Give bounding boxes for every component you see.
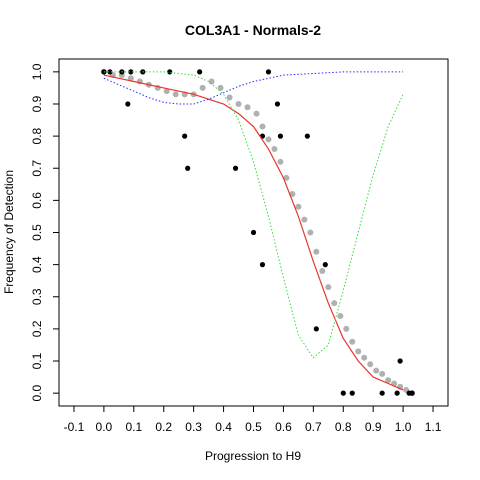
- smoothed-point: [163, 88, 170, 95]
- data-point: [274, 101, 281, 107]
- data-point: [101, 69, 107, 75]
- smoothed-point: [331, 300, 338, 307]
- x-tick-label: 0.2: [155, 420, 172, 434]
- y-axis-ticks: 0.0 0.1 0.2 0.3 0.4 0.5 0.6 0.7 0.8 0.9 1.0: [30, 63, 59, 401]
- x-tick-label: 0.9: [365, 420, 382, 434]
- smoothed-point: [325, 284, 332, 291]
- smoothed-point: [343, 325, 350, 332]
- y-tick-label: 0.7: [30, 160, 44, 177]
- x-tick-label: 0.3: [185, 420, 202, 434]
- data-point: [397, 358, 403, 364]
- y-tick-label: 0.8: [30, 127, 44, 144]
- smoothed-point: [319, 268, 326, 275]
- x-tick-label: 1.0: [395, 420, 412, 434]
- smoothed-point: [301, 216, 308, 223]
- y-tick-label: 0.9: [30, 95, 44, 112]
- series-line: [103, 74, 404, 391]
- smoothed-point: [259, 123, 266, 130]
- smoothed-point: [355, 348, 362, 355]
- series-line: [103, 71, 404, 105]
- y-tick-label: 0.3: [30, 288, 44, 305]
- data-point: [265, 69, 272, 75]
- data-point: [277, 133, 284, 139]
- smoothed-point: [367, 361, 374, 368]
- plot-area: [100, 68, 416, 397]
- data-point: [340, 390, 346, 396]
- chart-title: COL3A1 - Normals-2: [185, 22, 321, 38]
- x-tick-label: 0.8: [335, 420, 352, 434]
- x-tick-label: 0.1: [125, 420, 142, 434]
- smoothed-point: [295, 203, 302, 210]
- x-axis-ticks: -0.1 0.0 0.1 0.2 0.3 0.4 0.5 0.6 0.7 0.8 0.9 1.0 1.1: [64, 406, 442, 434]
- y-tick-label: 1.0: [30, 63, 44, 80]
- smoothed-point: [217, 84, 224, 91]
- smoothed-point: [199, 84, 206, 91]
- data-point: [379, 390, 385, 396]
- smoothed-point: [253, 110, 260, 117]
- y-tick-label: 0.5: [30, 224, 44, 241]
- data-point: [313, 326, 319, 332]
- x-tick-label: 0.4: [215, 420, 232, 434]
- y-axis-label: Frequency of Detection: [2, 170, 16, 294]
- x-tick-label: 0.6: [275, 420, 292, 434]
- smoothed-point: [226, 94, 233, 101]
- smoothed-point: [379, 370, 386, 377]
- smoothed-point: [244, 104, 251, 111]
- data-point: [349, 390, 355, 396]
- x-tick-label: 0.7: [305, 420, 322, 434]
- x-tick-label: 1.1: [425, 420, 442, 434]
- data-point: [185, 165, 191, 171]
- y-tick-label: 0.4: [30, 256, 44, 273]
- data-point: [125, 101, 131, 107]
- data-point: [107, 69, 113, 75]
- smoothed-point: [361, 354, 368, 361]
- smoothed-point: [208, 78, 215, 85]
- data-point: [250, 229, 257, 236]
- data-point: [304, 133, 310, 139]
- y-tick-label: 0.2: [30, 320, 44, 337]
- smoothed-point: [172, 91, 179, 98]
- smoothed-point: [337, 313, 344, 320]
- smoothed-point: [385, 377, 392, 384]
- data-point: [232, 165, 239, 171]
- data-point: [197, 69, 203, 75]
- x-tick-label: 0.0: [96, 420, 113, 434]
- smoothed-point: [349, 338, 356, 345]
- series-line: [103, 71, 404, 359]
- smoothed-point: [127, 75, 134, 82]
- y-tick-label: 0.1: [30, 352, 44, 369]
- data-point: [259, 262, 266, 268]
- smoothed-point: [235, 100, 242, 107]
- data-point: [394, 390, 400, 396]
- y-tick-label: 0.6: [30, 192, 44, 209]
- smoothed-point: [271, 145, 278, 152]
- x-tick-label: -0.1: [64, 420, 85, 434]
- data-point: [322, 262, 328, 268]
- smoothed-point: [283, 174, 290, 181]
- smoothed-point: [277, 158, 284, 165]
- smoothed-point: [289, 190, 296, 197]
- smoothed-point: [265, 136, 272, 143]
- x-tick-label: 0.5: [245, 420, 262, 434]
- y-tick-label: 0.0: [30, 384, 44, 401]
- data-point: [128, 69, 134, 75]
- smoothed-point: [373, 367, 380, 374]
- data-point: [409, 390, 415, 396]
- x-axis-label: Progression to H9: [205, 449, 301, 463]
- data-point: [182, 133, 188, 139]
- smoothed-point: [313, 248, 320, 255]
- smoothed-point: [307, 229, 314, 236]
